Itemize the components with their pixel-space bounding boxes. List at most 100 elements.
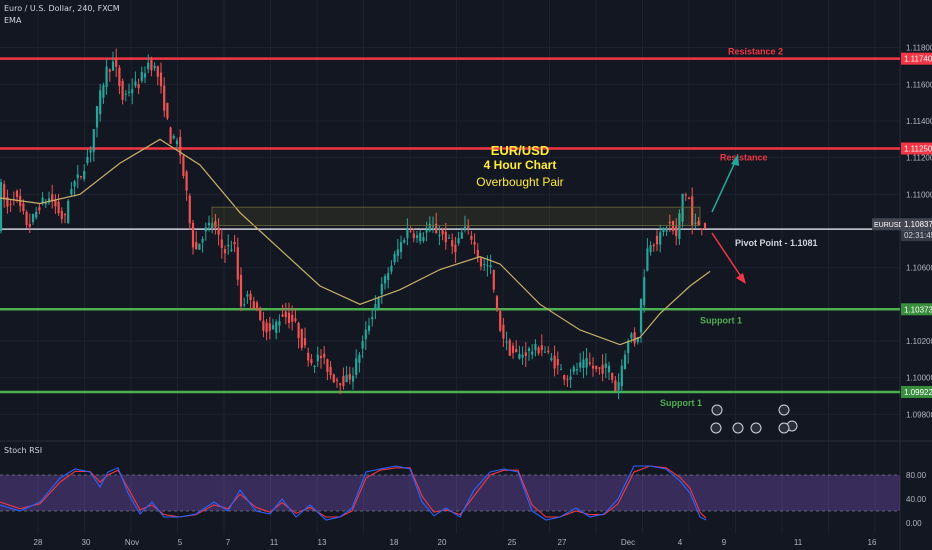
time-tick: 5 bbox=[178, 538, 183, 547]
level-price-tag bbox=[901, 52, 932, 65]
candle-body bbox=[131, 89, 134, 94]
candle-body bbox=[425, 229, 428, 233]
candle-body bbox=[652, 244, 655, 247]
candle-body bbox=[179, 136, 182, 156]
time-tick: Nov bbox=[125, 538, 139, 547]
candle-body bbox=[47, 198, 51, 203]
candle-body bbox=[99, 90, 102, 115]
time-tick: 7 bbox=[226, 538, 231, 547]
candle-body bbox=[111, 61, 115, 71]
candle-body bbox=[297, 322, 300, 339]
ema-path bbox=[0, 138, 711, 346]
candle-body bbox=[294, 318, 297, 321]
candle-body bbox=[73, 181, 76, 187]
candle-body bbox=[521, 354, 524, 358]
candle-body bbox=[118, 67, 121, 87]
candle-body bbox=[681, 193, 684, 222]
price-tick: 1.11800 bbox=[906, 44, 932, 53]
candle-body bbox=[172, 135, 175, 139]
candle-body bbox=[556, 358, 559, 366]
candle-body bbox=[438, 234, 441, 236]
level-label: Pivot Point - 1.1081 bbox=[735, 238, 818, 248]
candle-body bbox=[351, 375, 355, 382]
candle-body bbox=[630, 333, 633, 339]
candle-body bbox=[284, 311, 287, 318]
candle-body bbox=[163, 85, 166, 111]
candle-body bbox=[259, 308, 262, 320]
candle-body bbox=[566, 379, 569, 381]
candle-body bbox=[60, 211, 63, 220]
candle-body bbox=[313, 365, 316, 367]
candle-body bbox=[543, 351, 547, 353]
candle-body bbox=[534, 344, 537, 351]
candle-body bbox=[428, 223, 431, 231]
candle-body bbox=[182, 155, 185, 177]
candle-body bbox=[387, 273, 390, 281]
candle-body bbox=[617, 382, 620, 391]
candle-body bbox=[127, 91, 131, 93]
price-tick: 1.11400 bbox=[906, 117, 932, 126]
candle-body bbox=[63, 214, 67, 216]
event-flag-icon bbox=[710, 422, 722, 434]
candle-body bbox=[633, 332, 636, 344]
price-tick: 1.10000 bbox=[906, 374, 932, 383]
candle-body bbox=[697, 221, 700, 226]
candle-body bbox=[281, 314, 284, 317]
candle-body bbox=[95, 106, 99, 128]
candle-body bbox=[569, 376, 572, 380]
time-tick: 9 bbox=[722, 538, 727, 547]
candle-body bbox=[0, 182, 3, 231]
candle-body bbox=[383, 276, 387, 284]
candle-body bbox=[508, 340, 511, 356]
candle-body bbox=[643, 277, 646, 306]
candle-body bbox=[243, 304, 246, 306]
candle-body bbox=[76, 174, 79, 179]
candle-body bbox=[627, 340, 630, 353]
level-lines: Resistance 2 Resistance Support 1 Support 1… bbox=[0, 47, 900, 408]
candle-body bbox=[323, 353, 326, 358]
candle-body bbox=[505, 341, 508, 343]
event-flag-icon bbox=[711, 404, 723, 416]
level-price-tag-text: 1.11250 bbox=[904, 145, 932, 154]
candle-body bbox=[105, 66, 108, 87]
candle-body bbox=[390, 265, 393, 272]
candle-body bbox=[220, 239, 223, 248]
candle-body bbox=[326, 359, 329, 373]
candle-body bbox=[358, 354, 361, 363]
candle-body bbox=[595, 365, 598, 369]
candle-body bbox=[691, 196, 694, 225]
candle-body bbox=[195, 242, 198, 250]
candle-body bbox=[51, 194, 54, 202]
indicator-label[interactable]: EMA bbox=[4, 16, 22, 25]
candle-body bbox=[655, 235, 659, 245]
time-axis[interactable]: 28 30 Nov 5 7 11 13 18 20 25 27 Dec 4 9 11 16 bbox=[34, 538, 877, 547]
candle-body bbox=[399, 242, 403, 253]
level-price-tag-text: 1.11740 bbox=[904, 55, 932, 64]
candle-body bbox=[223, 249, 227, 254]
level-label: Support 1 bbox=[660, 398, 702, 408]
candle-body bbox=[233, 242, 236, 245]
candle-body bbox=[217, 227, 220, 235]
ema-line bbox=[0, 138, 711, 346]
stoch-rsi-pane[interactable]: Stoch RSI 80.00 40.00 0.00 bbox=[0, 446, 927, 528]
candle-body bbox=[374, 304, 377, 311]
price-tick: 1.10600 bbox=[906, 264, 932, 273]
candle-body bbox=[703, 222, 707, 229]
candle-body bbox=[249, 293, 252, 300]
candle-body bbox=[582, 359, 585, 368]
level-label: Resistance 2 bbox=[728, 47, 783, 57]
candle-body bbox=[214, 221, 217, 228]
candle-body bbox=[262, 320, 265, 331]
time-tick: 13 bbox=[318, 538, 327, 547]
price-axis[interactable]: 1.11800 1.11600 1.11400 1.11200 1.11000 1.106… bbox=[872, 44, 932, 420]
candle-body bbox=[476, 249, 479, 258]
candle-body bbox=[345, 374, 348, 383]
candle-body bbox=[79, 175, 83, 177]
candle-body bbox=[579, 362, 582, 368]
candle-body bbox=[380, 284, 383, 295]
arrow-down-shaft bbox=[711, 232, 743, 279]
consolidation-box bbox=[211, 206, 701, 226]
candle-body bbox=[271, 325, 275, 330]
